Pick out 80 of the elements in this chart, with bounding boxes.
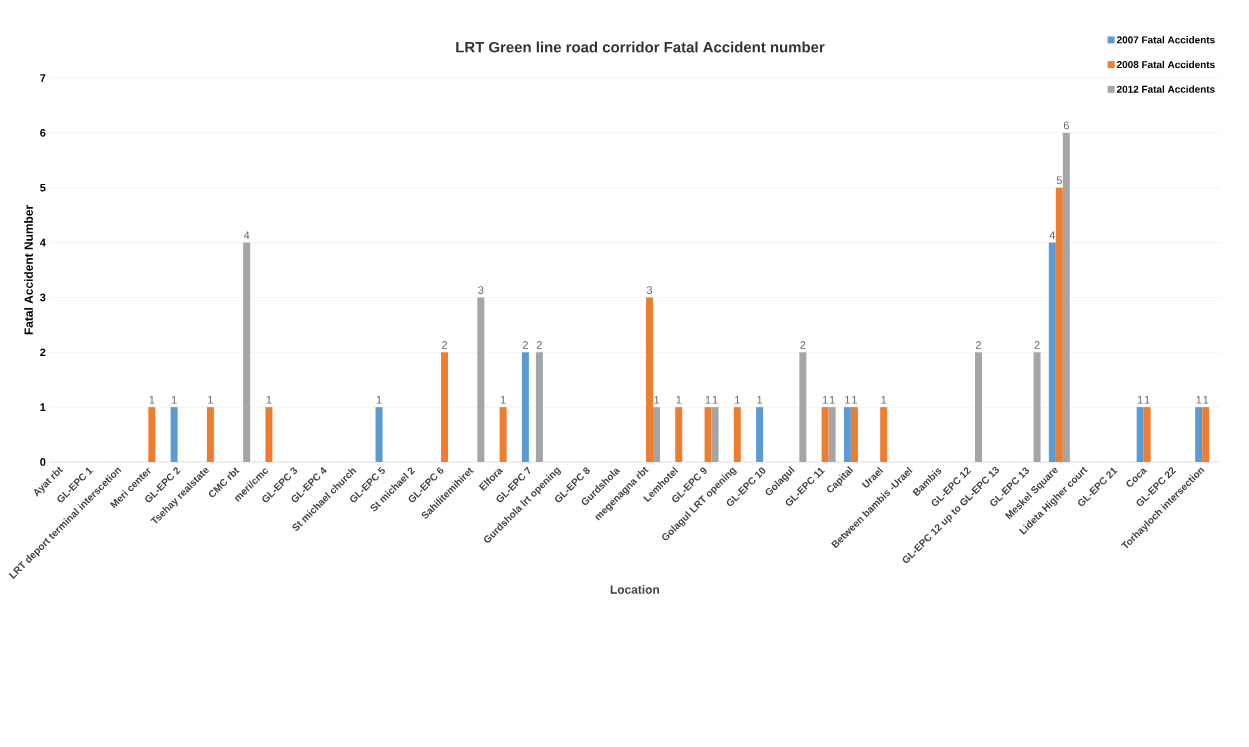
data-label: 3 — [478, 286, 484, 294]
bar — [1033, 352, 1041, 462]
bar — [206, 407, 214, 462]
data-label: 1 — [735, 396, 740, 404]
y-tick-label: 4 — [39, 238, 46, 247]
data-label: 1 — [881, 396, 887, 404]
bar — [850, 407, 858, 462]
data-label: 1 — [654, 396, 660, 404]
bar — [477, 297, 485, 462]
bar — [733, 407, 741, 462]
y-tick-label: 1 — [40, 403, 46, 411]
bar — [1055, 187, 1063, 462]
bar — [441, 352, 449, 462]
data-label: 1 — [852, 396, 857, 404]
bar — [756, 407, 764, 462]
bar — [1136, 407, 1144, 462]
data-label: 1 — [171, 396, 177, 404]
data-label: 1 — [676, 396, 682, 404]
bar — [704, 407, 712, 462]
data-label: 1 — [845, 396, 850, 404]
chart-title: LRT Green line road corridor Fatal Accident number — [456, 41, 825, 53]
bar — [148, 407, 156, 462]
bar — [675, 407, 683, 462]
bar — [821, 407, 829, 462]
data-label: 2 — [1034, 341, 1040, 349]
bar — [170, 407, 178, 462]
bar — [880, 407, 888, 462]
data-label: 1 — [208, 396, 213, 404]
data-label: 2 — [976, 341, 982, 349]
bar — [535, 352, 543, 462]
data-label: 1 — [500, 396, 506, 404]
data-label: 1 — [1137, 396, 1143, 404]
bar — [711, 407, 719, 462]
bar — [975, 352, 983, 462]
y-axis-title: Fatal Accident Number — [24, 205, 33, 335]
data-label: 4 — [243, 231, 250, 240]
data-label: 1 — [822, 396, 828, 404]
data-label: 1 — [1203, 396, 1209, 404]
data-label: 2 — [536, 341, 542, 349]
data-label: 1 — [757, 396, 763, 404]
data-label: 1 — [149, 396, 155, 404]
legend-label: 2007 Fatal Accidents — [1116, 36, 1215, 44]
data-label: 2 — [522, 341, 528, 349]
y-tick-label: 5 — [40, 183, 46, 192]
data-label: 2 — [800, 341, 806, 349]
bar — [243, 242, 251, 462]
data-label: 3 — [646, 286, 653, 294]
y-tick-label: 6 — [40, 128, 46, 137]
data-label: 1 — [266, 396, 272, 404]
data-label: 1 — [1144, 396, 1150, 404]
bar — [1048, 242, 1056, 462]
bar — [375, 407, 383, 462]
data-label: 1 — [712, 396, 718, 404]
y-tick-label: 0 — [40, 458, 46, 466]
bar — [843, 407, 851, 462]
bar — [1062, 132, 1070, 462]
x-axis-title: Location — [610, 585, 660, 594]
data-label: 5 — [1056, 176, 1062, 185]
legend-label: 2008 Fatal Accidents — [1116, 60, 1215, 69]
bar — [521, 352, 529, 462]
bar — [1143, 407, 1151, 462]
data-label: 1 — [829, 396, 835, 404]
data-label: 1 — [376, 396, 382, 404]
data-label: 6 — [1063, 121, 1069, 130]
y-tick-label: 2 — [40, 348, 46, 357]
bar — [828, 407, 836, 462]
data-label: 1 — [1196, 396, 1202, 404]
bar — [1195, 407, 1203, 462]
bar — [799, 352, 807, 462]
data-label: 1 — [705, 396, 711, 404]
bar — [1202, 407, 1210, 462]
y-tick-label: 7 — [40, 74, 46, 82]
data-label: 4 — [1049, 231, 1056, 240]
legend-label: 2012 Fatal Accidents — [1116, 85, 1215, 93]
data-label: 2 — [442, 341, 448, 349]
bar — [499, 407, 507, 462]
bar — [652, 407, 660, 462]
y-tick-label: 3 — [40, 293, 46, 302]
bar — [265, 407, 273, 462]
bar — [645, 297, 653, 462]
